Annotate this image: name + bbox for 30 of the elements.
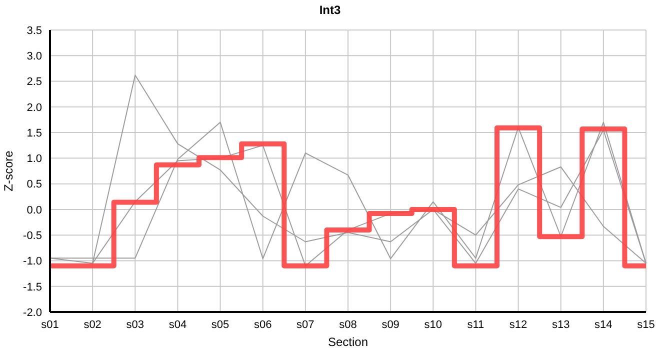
y-tick-label: 1.0 bbox=[26, 153, 42, 166]
x-axis-title: Section bbox=[328, 335, 368, 349]
x-tick-label: s08 bbox=[339, 318, 357, 331]
y-tick-label: 1.5 bbox=[26, 127, 42, 140]
y-tick-label: 3.5 bbox=[26, 24, 42, 37]
x-tick-label: s06 bbox=[254, 318, 272, 331]
y-tick-label: 0.0 bbox=[26, 204, 42, 216]
y-tick-label: 2.5 bbox=[26, 76, 42, 88]
x-tick-label: s09 bbox=[382, 318, 400, 331]
y-tick-label: -2.0 bbox=[23, 306, 42, 319]
y-tick-label: -0.5 bbox=[23, 230, 42, 242]
y-tick-label: 0.5 bbox=[26, 178, 42, 191]
x-tick-label: s12 bbox=[509, 318, 528, 331]
chart-title: Int3 bbox=[318, 3, 342, 17]
y-tick-label: 2.0 bbox=[26, 102, 42, 114]
x-tick-label: s04 bbox=[168, 318, 187, 331]
y-axis-title: Z-score bbox=[1, 150, 16, 192]
x-tick-label: s01 bbox=[41, 318, 59, 331]
y-tick-label: 3.0 bbox=[26, 50, 42, 63]
x-tick-label: s13 bbox=[552, 318, 570, 331]
x-tick-label: s10 bbox=[424, 318, 442, 331]
y-tick-label: -1.5 bbox=[23, 281, 42, 294]
x-tick-label: s07 bbox=[296, 318, 314, 331]
x-tick-label: s14 bbox=[594, 318, 612, 331]
x-tick-label: s03 bbox=[126, 318, 144, 331]
x-tick-label: s02 bbox=[84, 318, 102, 331]
x-tick-label: s11 bbox=[467, 318, 484, 331]
x-tick-label: s05 bbox=[211, 318, 230, 331]
y-tick-label: -1.0 bbox=[23, 256, 42, 268]
x-tick-label: s15 bbox=[637, 318, 655, 331]
